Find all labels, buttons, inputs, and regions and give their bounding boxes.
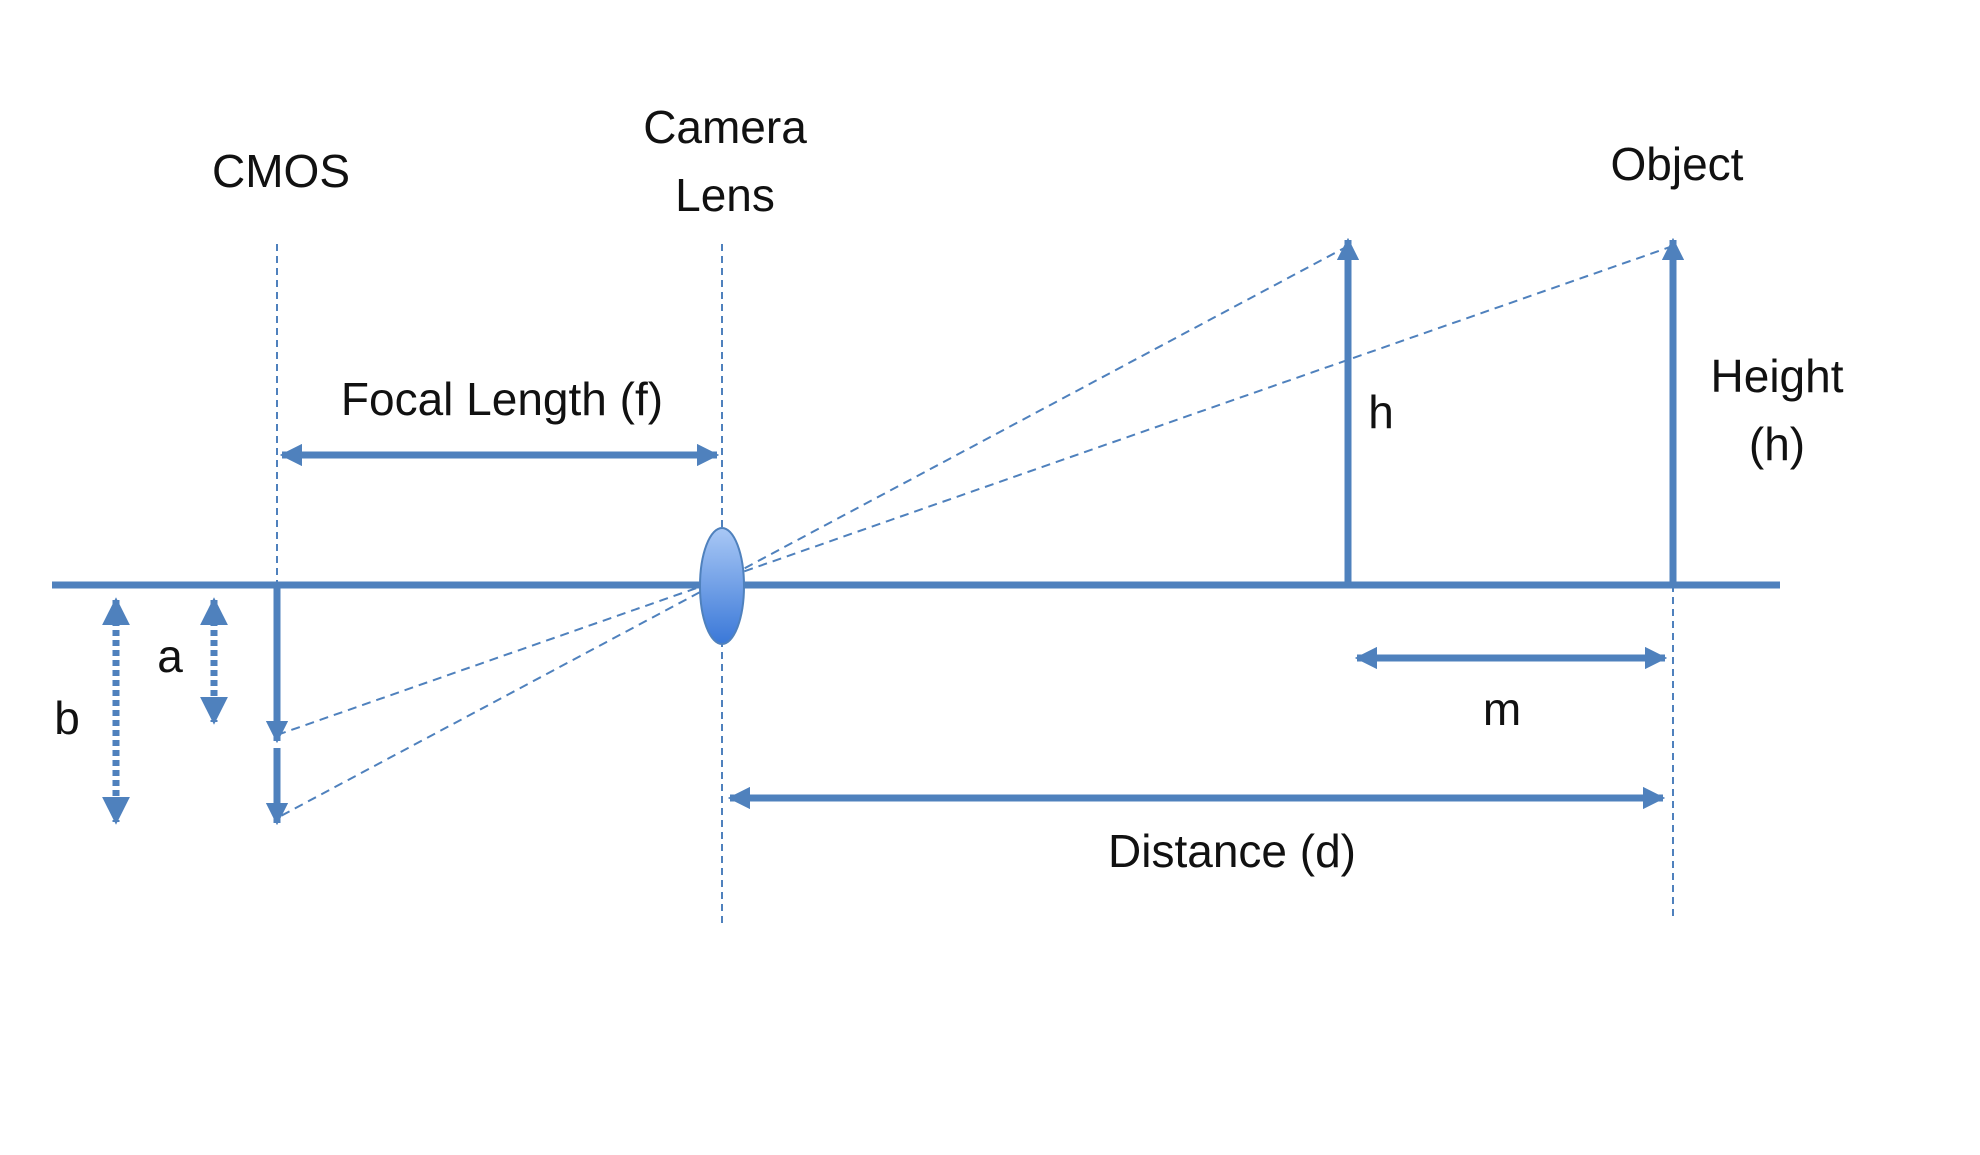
camera-lens-icon [699, 527, 745, 645]
height-label-line2: (h) [1749, 418, 1805, 470]
camera-lens-label-line1: Camera [643, 101, 807, 153]
h-near-label: h [1368, 386, 1394, 438]
light-rays [276, 245, 1674, 819]
object-label: Object [1611, 138, 1744, 190]
a-label: a [157, 630, 183, 682]
camera-lens-label-line2: Lens [675, 169, 775, 221]
focal-length-label: Focal Length (f) [341, 373, 663, 425]
distance-label: Distance (d) [1108, 825, 1356, 877]
ray-far-object [276, 245, 1674, 736]
height-label-line1: Height [1711, 350, 1844, 402]
b-label: b [54, 692, 80, 744]
cmos-label: CMOS [212, 145, 350, 197]
ray-near-object [276, 245, 1349, 819]
m-label: m [1483, 683, 1521, 735]
